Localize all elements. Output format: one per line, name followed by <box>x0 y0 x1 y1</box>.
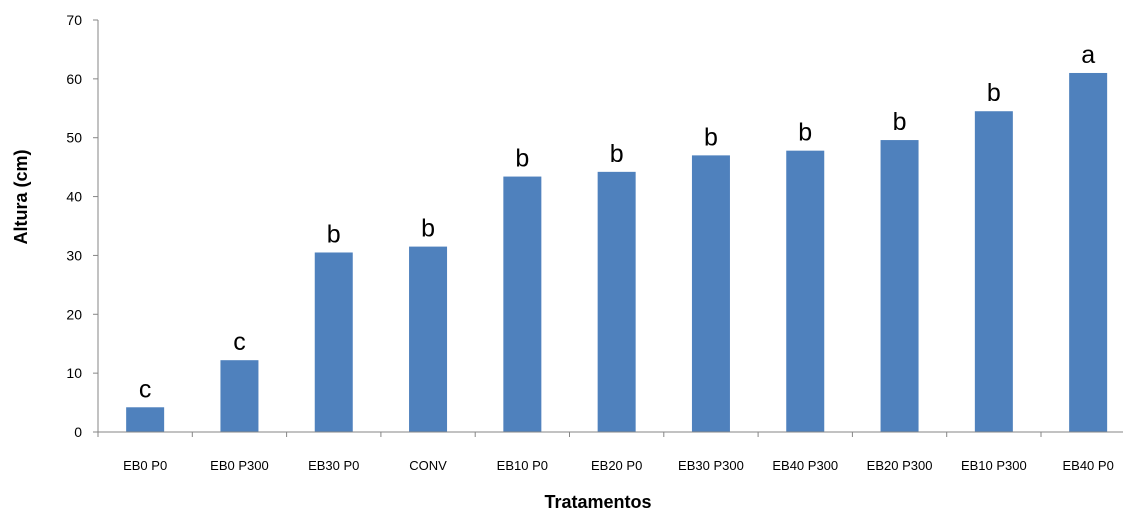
bar <box>691 155 730 432</box>
significance-letter: b <box>421 215 435 243</box>
x-tick-label: CONV <box>409 458 447 473</box>
y-axis-title: Altura (cm) <box>11 149 31 244</box>
bar <box>786 150 825 433</box>
y-axis-ticks: 0 10 20 30 40 50 60 70 <box>66 12 1042 440</box>
bar <box>314 252 353 432</box>
x-axis-tick-labels: EB0 P0 EB0 P300 EB30 P0 CONV EB10 P0 EB20 P0 E… <box>123 458 1114 473</box>
x-tick-label: EB20 P300 <box>867 458 933 473</box>
y-tick-label: 30 <box>66 247 82 263</box>
bar <box>880 140 919 432</box>
significance-letter: c <box>139 375 152 403</box>
significance-letter: b <box>327 220 341 248</box>
significance-letter: b <box>893 108 907 136</box>
bar <box>974 111 1013 432</box>
bar <box>409 246 448 432</box>
significance-letter: b <box>987 79 1001 107</box>
x-tick-label: EB10 P0 <box>497 458 548 473</box>
x-tick-label: EB10 P300 <box>961 458 1027 473</box>
bar <box>126 407 165 432</box>
y-tick-label: 0 <box>74 424 82 440</box>
bars <box>126 72 1108 433</box>
y-tick-label: 10 <box>66 365 82 381</box>
significance-letter: b <box>515 145 529 173</box>
significance-letters: c c b b b b b b b b a <box>139 41 1095 403</box>
bar <box>597 171 636 432</box>
y-tick-label: 50 <box>66 130 82 146</box>
bar <box>1069 72 1108 432</box>
significance-letter: b <box>704 123 718 151</box>
x-tick-label: EB30 P300 <box>678 458 744 473</box>
x-tick-label: EB30 P0 <box>308 458 359 473</box>
x-tick-label: EB40 P300 <box>772 458 838 473</box>
y-tick-label: 20 <box>66 306 82 322</box>
x-tick-label: EB20 P0 <box>591 458 642 473</box>
bar <box>503 176 542 432</box>
bar <box>220 360 259 432</box>
significance-letter: c <box>233 328 246 356</box>
y-tick-label: 60 <box>66 71 82 87</box>
x-tick-label: EB0 P300 <box>210 458 269 473</box>
significance-letter: b <box>798 119 812 147</box>
x-tick-label: EB0 P0 <box>123 458 167 473</box>
x-tick-label: EB40 P0 <box>1062 458 1113 473</box>
significance-letter: a <box>1081 41 1095 69</box>
y-tick-label: 40 <box>66 189 82 205</box>
y-tick-label: 70 <box>66 12 82 28</box>
significance-letter: b <box>610 140 624 168</box>
x-axis-title: Tratamentos <box>544 492 651 512</box>
